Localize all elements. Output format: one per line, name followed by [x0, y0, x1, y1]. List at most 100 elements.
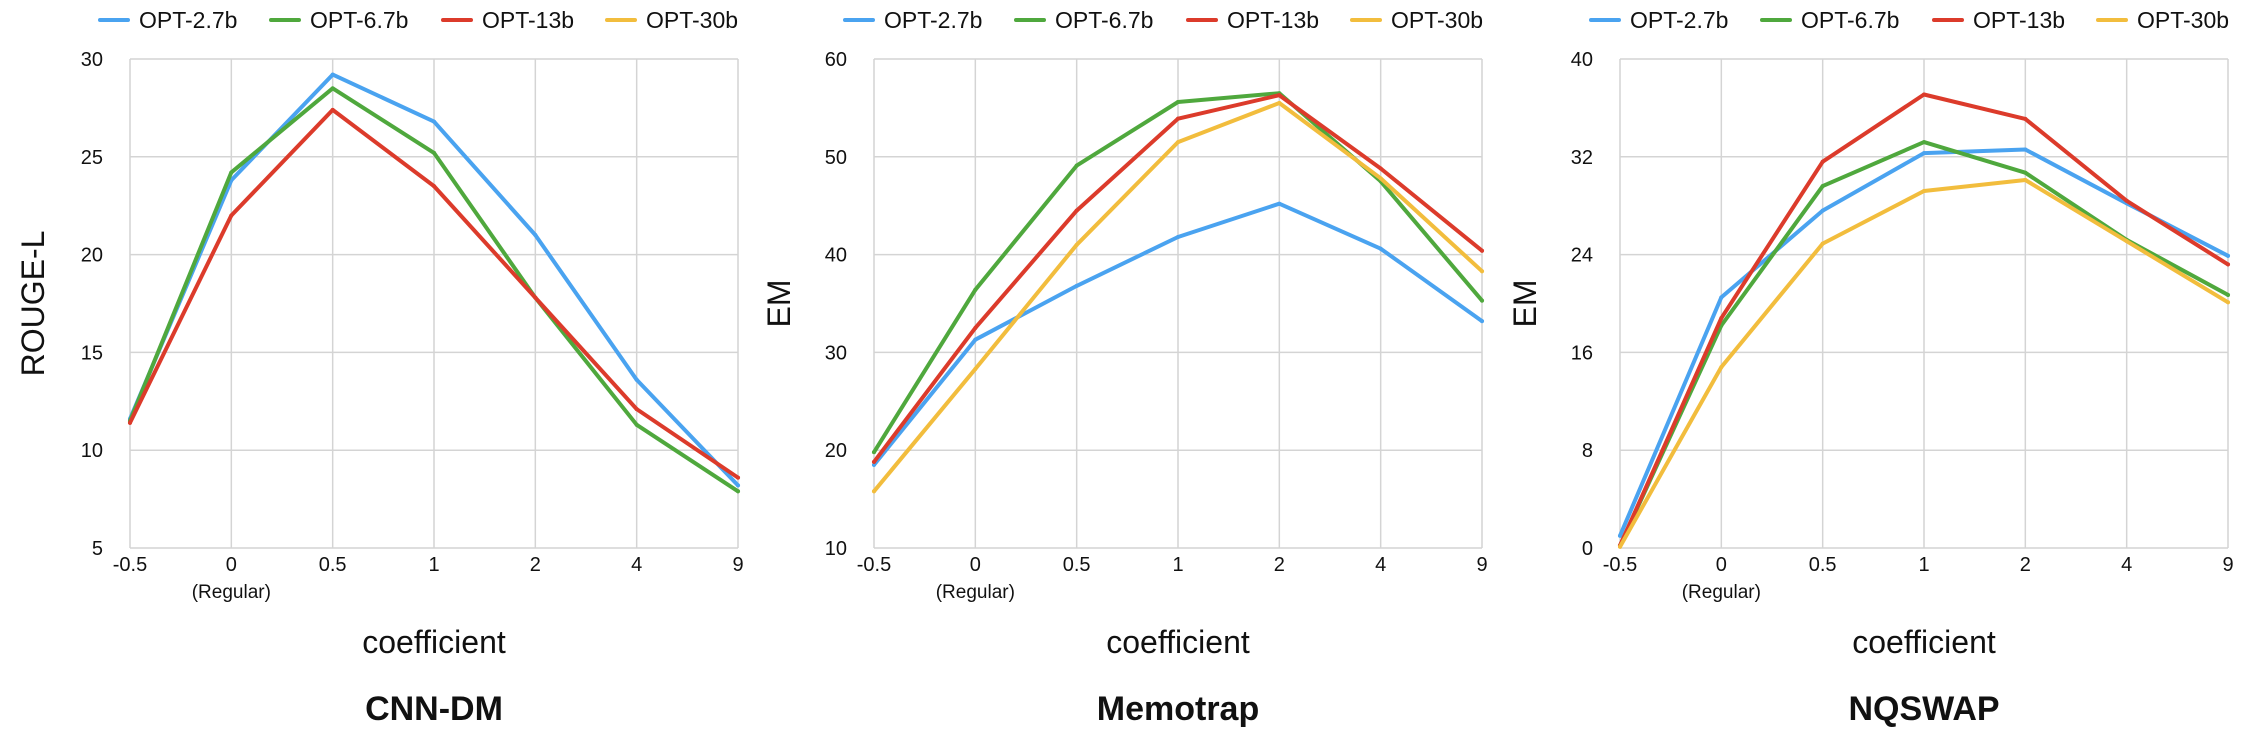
data-point-opt-6-7b [973, 287, 978, 292]
data-point-opt-30b [1277, 101, 1282, 106]
x-axis-label: coefficient [1106, 624, 1250, 660]
legend: OPT-2.7b OPT-6.7b OPT-13b OPT-30b [1589, 7, 2229, 33]
data-point-opt-13b [128, 420, 132, 425]
data-point-opt-2-7b [432, 119, 436, 124]
data-point-opt-2-7b [736, 483, 740, 488]
legend-label-opt-6-7b: OPT-6.7b [1055, 7, 1153, 33]
legend-label-opt-2-7b: OPT-2.7b [1630, 7, 1728, 33]
data-point-opt-13b [973, 325, 978, 330]
y-tick-label: 40 [1571, 49, 1593, 71]
data-point-opt-13b [872, 459, 876, 464]
x-tick-sublabel: (Regular) [192, 582, 271, 603]
legend: OPT-2.7b OPT-6.7b OPT-13b OPT-30b [843, 7, 1483, 33]
data-point-opt-6-7b [872, 450, 876, 455]
data-point-opt-13b [229, 213, 234, 218]
data-point-opt-30b [1074, 242, 1079, 247]
legend-label-opt-13b: OPT-13b [1227, 7, 1319, 33]
legend-label-opt-30b: OPT-30b [646, 7, 738, 33]
data-point-opt-13b [330, 107, 335, 112]
x-tick-label: 2 [1274, 554, 1285, 576]
data-point-opt-2-7b [1719, 295, 1724, 300]
grid [1619, 58, 2229, 549]
data-point-opt-2-7b [533, 233, 538, 238]
data-point-opt-30b [1480, 269, 1484, 274]
data-point-opt-13b [1480, 248, 1484, 253]
data-point-opt-13b [1922, 92, 1926, 97]
legend-label-opt-2-7b: OPT-2.7b [884, 7, 982, 33]
y-tick-label: 0 [1582, 538, 1593, 560]
x-tick-label: 9 [732, 554, 743, 576]
legend-label-opt-30b: OPT-30b [1391, 7, 1483, 33]
y-tick-label: 15 [81, 342, 103, 364]
data-point-opt-13b [1277, 93, 1282, 98]
data-point-opt-2-7b [330, 72, 335, 77]
y-tick-label: 40 [825, 245, 847, 267]
data-point-opt-2-7b [1378, 246, 1383, 251]
data-point-opt-2-7b [973, 337, 978, 342]
x-tick-label: 4 [631, 554, 642, 576]
data-point-opt-30b [2226, 300, 2230, 305]
data-point-opt-2-7b [1820, 208, 1825, 213]
y-axis-label: ROUGE-L [15, 231, 51, 377]
x-tick-label: 9 [1476, 554, 1487, 576]
data-point-opt-2-7b [1176, 234, 1180, 239]
data-point-opt-2-7b [1277, 201, 1282, 206]
x-tick-label: 4 [2121, 554, 2132, 576]
x-tick-label: 1 [1918, 554, 1929, 576]
data-point-opt-6-7b [330, 86, 335, 91]
legend-label-opt-2-7b: OPT-2.7b [139, 7, 237, 33]
data-point-opt-13b [1378, 166, 1383, 171]
data-point-opt-13b [2226, 262, 2230, 267]
legend: OPT-2.7b OPT-6.7b OPT-13b OPT-30b [98, 7, 738, 33]
data-point-opt-13b [432, 184, 436, 189]
chart-title: CNN-DM [365, 690, 503, 728]
x-tick-label: 0.5 [1809, 554, 1837, 576]
x-tick-label: 0 [970, 554, 981, 576]
data-point-opt-13b [1176, 116, 1180, 121]
data-point-opt-2-7b [634, 377, 639, 382]
data-point-opt-6-7b [1176, 100, 1180, 105]
data-point-opt-13b [1820, 159, 1825, 164]
chart-title: Memotrap [1097, 690, 1259, 728]
data-point-opt-13b [736, 475, 740, 480]
data-point-opt-30b [1176, 140, 1180, 145]
data-point-opt-6-7b [736, 489, 740, 494]
data-point-opt-13b [2124, 198, 2129, 203]
x-tick-label: 9 [2222, 554, 2233, 576]
data-point-opt-6-7b [432, 150, 436, 155]
y-tick-label: 60 [825, 49, 847, 71]
y-tick-label: 24 [1571, 245, 1593, 267]
data-point-opt-6-7b [634, 422, 639, 427]
x-tick-sublabel: (Regular) [936, 582, 1015, 603]
data-point-opt-6-7b [1480, 298, 1484, 303]
y-axis-label: EM [1507, 280, 1543, 328]
y-tick-label: 10 [81, 440, 103, 462]
data-point-opt-6-7b [2226, 292, 2230, 297]
y-tick-label: 5 [92, 538, 103, 560]
data-point-opt-2-7b [1074, 283, 1079, 288]
data-point-opt-30b [1719, 365, 1724, 370]
y-axis-label: EM [761, 280, 797, 328]
chart-title: NQSWAP [1848, 690, 1999, 728]
x-tick-label: 2 [2020, 554, 2031, 576]
y-tick-label: 16 [1571, 342, 1593, 364]
x-tick-sublabel: (Regular) [1682, 582, 1761, 603]
x-tick-label: 0 [226, 554, 237, 576]
y-tick-label: 50 [825, 147, 847, 169]
x-tick-label: 1 [428, 554, 439, 576]
y-tick-label: 25 [81, 147, 103, 169]
y-tick-label: 20 [81, 245, 103, 267]
x-tick-label: -0.5 [1603, 554, 1637, 576]
x-tick-label: 4 [1375, 554, 1386, 576]
data-point-opt-6-7b [2023, 170, 2028, 175]
data-point-opt-2-7b [1618, 533, 1622, 538]
y-tick-label: 32 [1571, 147, 1593, 169]
data-point-opt-6-7b [1922, 140, 1926, 145]
chart-cnn-dm: 5 10 15 20 25 30 -0.5 0 0.5 1 2 4 9 (Regular) OPT-2.7b… [15, 7, 744, 728]
x-tick-label: 0.5 [1063, 554, 1091, 576]
data-point-opt-13b [634, 407, 639, 412]
x-tick-label: 0.5 [319, 554, 347, 576]
y-tick-label: 30 [825, 342, 847, 364]
